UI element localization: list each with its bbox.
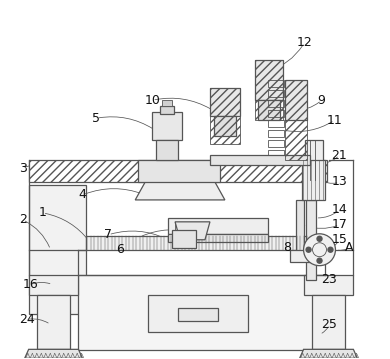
Bar [28, 160, 328, 182]
Bar [148, 294, 248, 332]
Text: 23: 23 [322, 273, 337, 286]
Polygon shape [25, 349, 82, 358]
Text: 25: 25 [321, 318, 337, 331]
Circle shape [306, 247, 311, 252]
Bar [78, 275, 326, 350]
Bar [168, 218, 268, 234]
Text: 7: 7 [105, 228, 112, 241]
Bar [156, 140, 178, 160]
Bar [268, 80, 284, 87]
Bar [268, 150, 284, 157]
Bar [268, 110, 284, 117]
Bar [168, 234, 268, 242]
Text: 13: 13 [332, 176, 347, 188]
Bar [306, 200, 316, 280]
Text: 14: 14 [332, 204, 347, 216]
Text: 10: 10 [144, 94, 160, 107]
Bar [268, 120, 284, 127]
Bar [268, 90, 284, 97]
Text: 4: 4 [78, 188, 86, 201]
Polygon shape [175, 222, 210, 240]
Bar [303, 275, 353, 294]
Text: 12: 12 [297, 36, 312, 49]
Bar [214, 116, 236, 136]
Circle shape [328, 247, 333, 252]
Text: 17: 17 [332, 218, 347, 231]
Polygon shape [135, 182, 225, 200]
Bar [210, 88, 240, 144]
Bar [152, 112, 182, 140]
Bar [285, 80, 307, 120]
Bar [290, 250, 319, 262]
Bar [172, 230, 196, 248]
Bar [268, 100, 284, 107]
Text: 21: 21 [332, 149, 347, 162]
Text: 15: 15 [332, 233, 347, 246]
Circle shape [317, 258, 322, 263]
Bar [255, 60, 283, 120]
Bar [162, 100, 172, 106]
Bar [37, 294, 71, 349]
Circle shape [317, 236, 322, 241]
Bar [305, 140, 323, 180]
Polygon shape [300, 349, 357, 358]
Text: 9: 9 [317, 94, 325, 107]
Bar [268, 130, 284, 137]
Bar [28, 185, 87, 314]
Text: 1: 1 [39, 206, 46, 219]
Bar [285, 80, 307, 160]
Bar [28, 275, 78, 294]
Bar [210, 88, 240, 116]
Bar [178, 308, 218, 321]
Text: 16: 16 [23, 278, 39, 291]
Text: A: A [345, 241, 354, 254]
Circle shape [303, 234, 335, 266]
Bar [160, 106, 174, 114]
Text: 6: 6 [116, 243, 124, 256]
Bar [87, 236, 326, 250]
Text: 2: 2 [19, 213, 27, 226]
Bar [301, 160, 326, 200]
Bar [258, 100, 280, 120]
Bar [210, 155, 310, 165]
Text: 11: 11 [326, 114, 342, 127]
Bar [312, 294, 346, 349]
Text: 5: 5 [92, 112, 100, 125]
Bar [268, 140, 284, 147]
Text: 8: 8 [283, 241, 291, 254]
Text: 3: 3 [19, 162, 27, 174]
Bar [138, 160, 220, 182]
Bar [255, 60, 283, 100]
Bar [296, 200, 303, 260]
Text: 24: 24 [19, 313, 35, 326]
